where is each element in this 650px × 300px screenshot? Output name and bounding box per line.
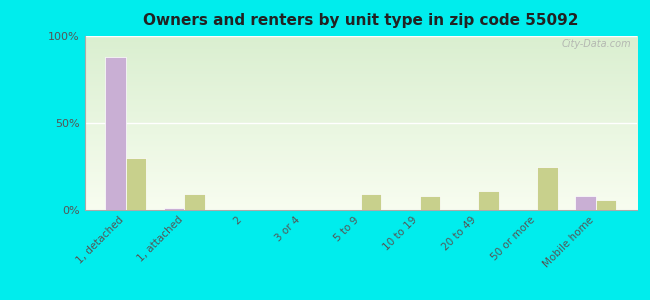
Bar [575,196,596,210]
Bar [361,194,382,210]
Title: Owners and renters by unit type in zip code 55092: Owners and renters by unit type in zip c… [143,13,578,28]
Bar [164,208,185,210]
Bar [537,167,558,210]
Bar [105,57,125,210]
Bar [419,196,440,210]
Bar [478,191,499,210]
Text: City-Data.com: City-Data.com [562,40,632,50]
Bar [185,194,205,210]
Bar [125,158,146,210]
Bar [596,200,616,210]
